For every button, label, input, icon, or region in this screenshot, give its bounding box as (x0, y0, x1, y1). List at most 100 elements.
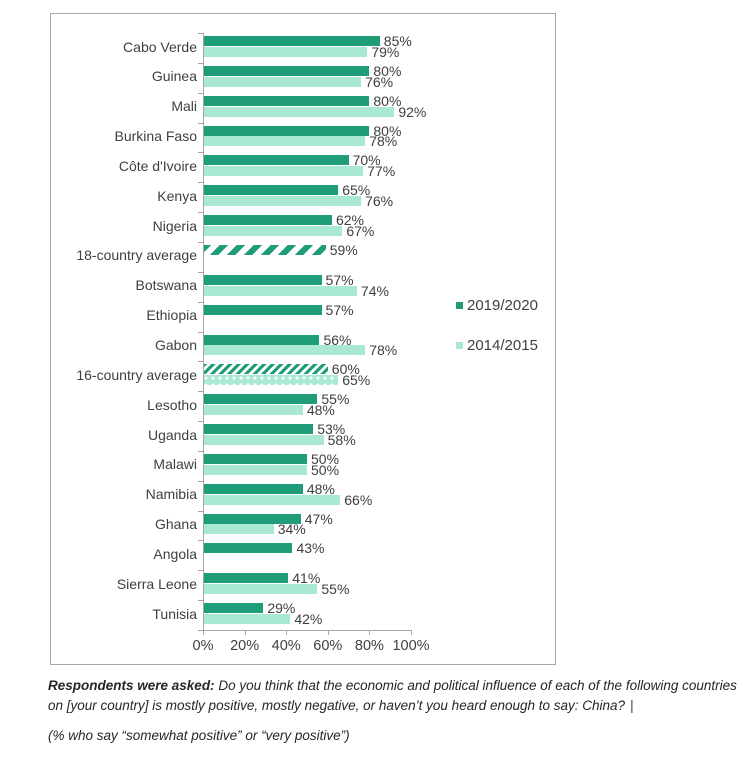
value-label: 78% (369, 342, 398, 359)
category-label: Lesotho (147, 396, 197, 413)
y-axis-tick (198, 331, 203, 333)
category-label: Nigeria (152, 217, 197, 234)
x-axis-tick-label: 20% (230, 638, 260, 654)
value-label: 76% (365, 193, 394, 210)
y-axis-tick (198, 570, 203, 572)
category-label: Guinea (151, 68, 197, 85)
value-label: 76% (365, 73, 394, 90)
y-axis-tick (198, 540, 203, 542)
bar-current (203, 453, 307, 464)
bar-previous (203, 285, 357, 296)
bar-current (203, 513, 301, 524)
value-label: 80% (373, 62, 402, 79)
category-label: Malawi (153, 456, 197, 473)
bar-previous (203, 584, 318, 595)
bar-current (203, 304, 322, 315)
value-label: 48% (306, 480, 335, 497)
bar-previous (203, 106, 395, 117)
category-label: Namibia (145, 486, 197, 503)
bar-current (203, 603, 264, 614)
y-axis-tick (198, 212, 203, 214)
caption-lead: Respondents were asked: (48, 678, 215, 693)
bar-current (203, 65, 370, 76)
y-axis-tick (198, 271, 203, 273)
category-label: Tunisia (152, 605, 197, 622)
value-label: 59% (329, 241, 358, 258)
bar-previous (203, 464, 307, 475)
category-label: 16-country average (76, 366, 197, 383)
legend-item-2014-2015: 2014/2015 (456, 336, 538, 354)
bar-current (203, 95, 370, 106)
value-label: 65% (342, 182, 371, 199)
bar-current (203, 36, 380, 46)
x-axis-tick (411, 630, 412, 635)
bar-current (203, 394, 318, 405)
bar-previous (203, 405, 303, 415)
bar-current (203, 185, 339, 196)
legend-label-2014-2015: 2014/2015 (467, 336, 538, 354)
legend-label-2019-2020: 2019/2020 (467, 296, 538, 314)
bar-previous (203, 166, 364, 177)
bar-current (203, 424, 314, 435)
survey-question-caption: Respondents were asked: Do you think tha… (48, 676, 742, 716)
bar-current (203, 334, 320, 345)
bar-current (203, 364, 328, 375)
category-label: 18-country average (76, 247, 197, 264)
value-label: 65% (342, 372, 371, 389)
caption-question-text: Do you think that the economic and polit… (48, 678, 737, 713)
x-axis-tick (286, 630, 288, 635)
legend: 2019/2020 2014/2015 (456, 297, 538, 377)
x-axis-tick (203, 630, 204, 635)
bar-chart-plot: Cabo Verde 85% 79% Guinea 80% 76% Mali 80% 92% Bu… (51, 14, 555, 664)
value-label: 58% (327, 431, 356, 448)
y-axis-tick (198, 391, 203, 393)
value-label: 55% (321, 391, 350, 408)
x-axis-tick-label: 0% (192, 638, 214, 654)
bar-previous (203, 494, 341, 505)
value-label: 78% (369, 133, 398, 150)
value-label: 85% (383, 33, 412, 49)
caption-note: (% who say “somewhat positive” or “very … (48, 728, 350, 743)
y-axis-tick (198, 450, 203, 452)
bar-current (203, 573, 289, 584)
value-label: 60% (331, 361, 360, 378)
category-label: Ethiopia (146, 307, 197, 324)
y-axis-tick (198, 301, 203, 303)
value-label: 29% (267, 600, 296, 617)
value-label: 53% (317, 421, 346, 438)
category-label: Kenya (157, 187, 197, 204)
category-label: Mali (171, 98, 197, 115)
legend-swatch-2019-2020 (456, 301, 463, 309)
bar-current (203, 483, 303, 494)
x-axis-tick-label: 80% (354, 638, 384, 654)
x-axis (203, 630, 411, 632)
value-label: 50% (311, 450, 340, 467)
legend-item-2019-2020: 2019/2020 (456, 296, 538, 314)
category-label: Gabon (154, 337, 197, 353)
value-label: 43% (296, 540, 325, 557)
value-label: 47% (304, 510, 333, 527)
y-axis-tick (198, 600, 203, 602)
bar-previous (203, 345, 366, 356)
x-axis-tick (244, 630, 246, 635)
y-axis-tick (198, 630, 203, 631)
y-axis-tick (198, 480, 203, 482)
value-label: 62% (335, 212, 364, 229)
category-label: Côte d'Ivoire (118, 157, 197, 174)
bar-current (203, 215, 332, 226)
y-axis (203, 33, 205, 630)
value-label: 57% (325, 301, 354, 318)
bar-current (203, 155, 349, 166)
x-axis-tick (369, 630, 371, 635)
bar-previous (203, 524, 274, 535)
bar-previous (203, 434, 324, 445)
y-axis-tick (198, 152, 203, 154)
value-label: 56% (323, 331, 352, 348)
x-axis-tick-label: 40% (271, 638, 301, 654)
y-axis-tick (198, 62, 203, 64)
x-axis-tick-label: 100% (392, 638, 430, 654)
bar-previous (203, 46, 368, 57)
y-axis-tick (198, 510, 203, 512)
bar-current (203, 543, 293, 554)
